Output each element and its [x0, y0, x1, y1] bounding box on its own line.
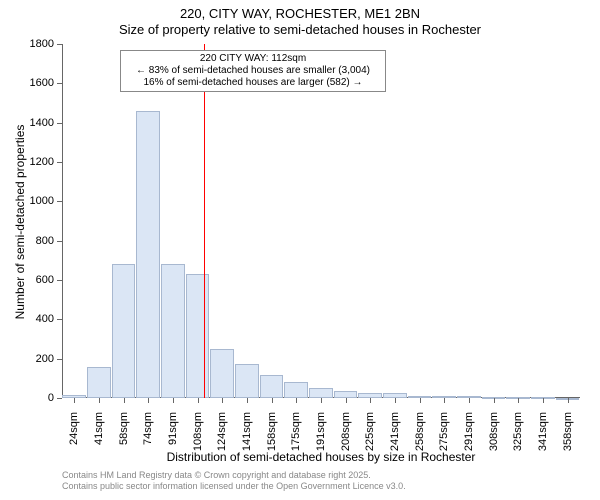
histogram-bar — [210, 349, 234, 398]
y-tick-label: 1200 — [20, 156, 54, 168]
x-tick-label: 191sqm — [315, 412, 327, 460]
x-tick-mark — [494, 398, 495, 403]
x-tick-label: 225sqm — [364, 412, 376, 460]
x-tick-label: 141sqm — [241, 412, 253, 460]
chart-title-line2: Size of property relative to semi-detach… — [0, 22, 600, 37]
reference-line — [204, 44, 205, 398]
y-tick-mark — [57, 241, 62, 242]
x-tick-label: 108sqm — [192, 412, 204, 460]
x-tick-label: 24sqm — [68, 412, 80, 460]
x-tick-label: 258sqm — [414, 412, 426, 460]
footer-line1: Contains HM Land Registry data © Crown c… — [62, 470, 406, 481]
y-tick-mark — [57, 319, 62, 320]
y-tick-label: 1000 — [20, 195, 54, 207]
y-tick-label: 800 — [20, 235, 54, 247]
x-tick-mark — [222, 398, 223, 403]
x-tick-label: 241sqm — [389, 412, 401, 460]
histogram-bar — [235, 364, 259, 398]
chart-title-line1: 220, CITY WAY, ROCHESTER, ME1 2BN — [0, 6, 600, 21]
histogram-bar — [136, 111, 160, 398]
x-tick-mark — [198, 398, 199, 403]
histogram-bar — [186, 274, 210, 398]
y-tick-mark — [57, 162, 62, 163]
footer-line2: Contains public sector information licen… — [62, 481, 406, 492]
x-tick-label: 208sqm — [340, 412, 352, 460]
x-tick-mark — [444, 398, 445, 403]
footer-credits: Contains HM Land Registry data © Crown c… — [62, 470, 406, 492]
x-tick-mark — [272, 398, 273, 403]
histogram-bar — [87, 367, 111, 398]
x-tick-label: 158sqm — [266, 412, 278, 460]
x-tick-mark — [296, 398, 297, 403]
x-tick-label: 325sqm — [512, 412, 524, 460]
histogram-bar — [309, 388, 333, 398]
histogram-bar — [284, 382, 308, 398]
x-tick-mark — [518, 398, 519, 403]
x-tick-label: 291sqm — [463, 412, 475, 460]
annotation-line3: 16% of semi-detached houses are larger (… — [125, 77, 381, 89]
histogram-bar — [161, 264, 185, 398]
y-tick-label: 1800 — [20, 38, 54, 50]
y-tick-label: 600 — [20, 274, 54, 286]
x-tick-mark — [543, 398, 544, 403]
x-tick-mark — [124, 398, 125, 403]
y-tick-label: 1600 — [20, 77, 54, 89]
x-tick-mark — [370, 398, 371, 403]
x-tick-mark — [420, 398, 421, 403]
x-tick-mark — [568, 398, 569, 403]
y-tick-mark — [57, 201, 62, 202]
y-tick-label: 0 — [20, 392, 54, 404]
histogram-bar — [112, 264, 136, 398]
annotation-line2: ← 83% of semi-detached houses are smalle… — [125, 65, 381, 77]
x-tick-mark — [74, 398, 75, 403]
x-tick-label: 58sqm — [118, 412, 130, 460]
x-tick-mark — [173, 398, 174, 403]
y-tick-mark — [57, 83, 62, 84]
x-tick-mark — [247, 398, 248, 403]
x-tick-label: 341sqm — [537, 412, 549, 460]
x-tick-mark — [346, 398, 347, 403]
x-tick-mark — [148, 398, 149, 403]
histogram-bar — [260, 375, 284, 398]
x-tick-label: 358sqm — [562, 412, 574, 460]
annotation-line1: 220 CITY WAY: 112sqm — [125, 53, 381, 65]
y-tick-label: 400 — [20, 313, 54, 325]
y-tick-mark — [57, 359, 62, 360]
x-tick-label: 124sqm — [216, 412, 228, 460]
chart-container: 220, CITY WAY, ROCHESTER, ME1 2BN Size o… — [0, 0, 600, 500]
y-tick-mark — [57, 398, 62, 399]
y-tick-mark — [57, 44, 62, 45]
x-tick-label: 91sqm — [167, 412, 179, 460]
y-axis-label: Number of semi-detached properties — [13, 112, 27, 332]
y-tick-mark — [57, 280, 62, 281]
y-tick-mark — [57, 123, 62, 124]
x-tick-label: 74sqm — [142, 412, 154, 460]
x-tick-label: 41sqm — [93, 412, 105, 460]
annotation-box: 220 CITY WAY: 112sqm← 83% of semi-detach… — [120, 50, 386, 92]
x-tick-mark — [321, 398, 322, 403]
y-tick-label: 1400 — [20, 117, 54, 129]
x-tick-label: 275sqm — [438, 412, 450, 460]
x-tick-mark — [395, 398, 396, 403]
x-tick-label: 308sqm — [488, 412, 500, 460]
y-tick-label: 200 — [20, 353, 54, 365]
x-tick-mark — [99, 398, 100, 403]
histogram-bar — [334, 391, 358, 398]
x-tick-label: 175sqm — [290, 412, 302, 460]
x-tick-mark — [469, 398, 470, 403]
